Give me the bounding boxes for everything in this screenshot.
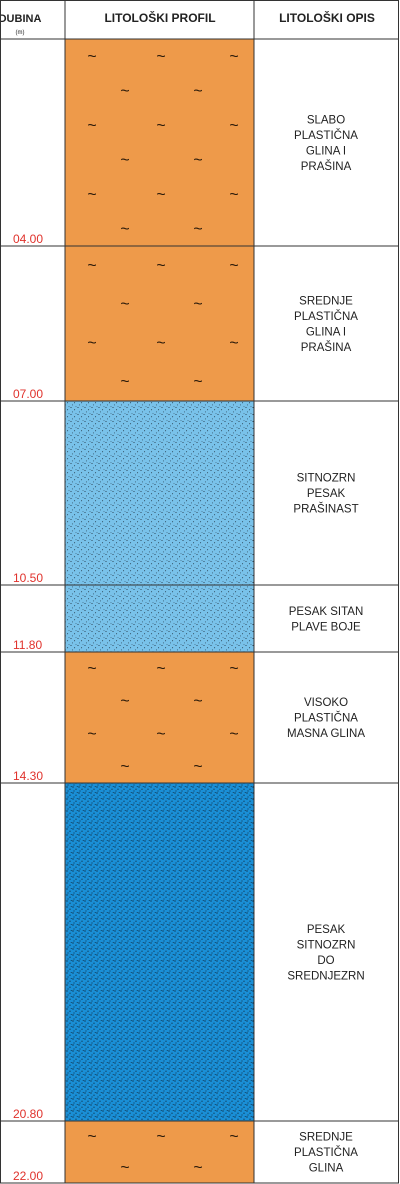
- sand-dot-pattern: [65, 783, 254, 1121]
- layer-6: 20.80 PESAK SITNOZRN DO SREDNJEZRN: [13, 783, 365, 1121]
- clay-symbol: ~: [156, 48, 165, 65]
- clay-symbol: ~: [87, 1129, 96, 1146]
- layer-7: ~ ~ ~ ~ ~22.00 SREDNJE PLASTIČNA GLINA: [13, 1121, 358, 1183]
- clay-symbol: ~: [87, 660, 96, 677]
- layer-description-line: DO: [317, 955, 334, 967]
- layer-description-line: PESAK SITAN: [289, 606, 364, 618]
- clay-symbol: ~: [120, 152, 129, 169]
- layer-3: 10.50 SITNOZRN PESAK PRAŠINAST: [13, 401, 359, 585]
- layer-description-line: SITNOZRN: [297, 939, 356, 951]
- layer-description-line: SREDNJE: [299, 295, 353, 307]
- layer-description-line: PLASTIČNA: [294, 310, 358, 323]
- clay-symbol: ~: [193, 374, 202, 391]
- depth-label: 10.50: [13, 571, 43, 585]
- layer-description-line: SITNOZRN: [297, 473, 356, 485]
- layer-fill: [65, 39, 254, 246]
- clay-symbol: ~: [193, 693, 202, 710]
- clay-symbol: ~: [229, 257, 238, 274]
- depth-label: 22.00: [13, 1169, 43, 1183]
- clay-symbol: ~: [120, 759, 129, 776]
- layer-2: ~ ~ ~ ~ ~ ~ ~ ~ ~ ~07.00 SREDNJE PLASTIČNA GLINA I PR…: [13, 246, 358, 401]
- layer-description-line: MASNA GLINA: [287, 728, 365, 740]
- layer-5: ~ ~ ~ ~ ~ ~ ~ ~ ~ ~14.30 VISOKO PLASTIČNA MASNA GLIN…: [13, 652, 365, 783]
- clay-symbol: ~: [229, 48, 238, 65]
- depth-label: 11.80: [13, 638, 42, 652]
- clay-symbol: ~: [193, 221, 202, 238]
- sand-dot-pattern: [65, 585, 254, 652]
- layer-description-line: PRAŠINA: [301, 341, 352, 354]
- layer-description-line: PLASTIČNA: [294, 712, 358, 725]
- clay-symbol: ~: [156, 660, 165, 677]
- layer-description-line: GLINA I: [306, 326, 346, 338]
- depth-label: 14.30: [13, 769, 43, 783]
- clay-symbol: ~: [156, 335, 165, 352]
- clay-symbol: ~: [229, 117, 238, 134]
- layer-description-line: PESAK: [307, 924, 346, 936]
- sand-dot-pattern: [65, 401, 254, 585]
- clay-symbol: ~: [87, 48, 96, 65]
- depth-label: 20.80: [13, 1107, 43, 1121]
- clay-symbol: ~: [193, 83, 202, 100]
- layer-description-line: PLASTIČNA: [294, 1146, 358, 1159]
- layer-1: ~ ~ ~ ~ ~ ~ ~ ~ ~ ~ ~ ~ ~ ~ ~04.00 SLABO PLASTIČNA GLINA …: [13, 39, 358, 246]
- layer-fill: [65, 652, 254, 783]
- clay-symbol: ~: [193, 152, 202, 169]
- depth-unit-label: (m): [16, 30, 25, 36]
- description-column-title: LITOLOŠKI OPIS: [279, 10, 375, 25]
- layer-description-line: PESAK: [307, 488, 346, 500]
- layer-4: 11.80 PESAK SITAN PLAVE BOJE: [13, 585, 363, 652]
- depth-label: 04.00: [13, 232, 43, 246]
- clay-symbol: ~: [229, 186, 238, 203]
- layer-description-line: GLINA: [309, 1163, 344, 1175]
- clay-symbol: ~: [229, 726, 238, 743]
- profile-column-title: LITOLOŠKI PROFIL: [104, 10, 215, 25]
- clay-symbol: ~: [120, 296, 129, 313]
- clay-symbol: ~: [156, 186, 165, 203]
- layer-description-line: VISOKO: [304, 697, 348, 709]
- clay-symbol: ~: [193, 1160, 202, 1177]
- clay-symbol: ~: [156, 1129, 165, 1146]
- clay-symbol: ~: [87, 117, 96, 134]
- clay-symbol: ~: [120, 693, 129, 710]
- clay-symbol: ~: [87, 257, 96, 274]
- depth-column-title: DUBINA: [0, 13, 41, 25]
- layer-description-line: GLINA I: [306, 145, 346, 157]
- clay-symbol: ~: [120, 1160, 129, 1177]
- clay-symbol: ~: [193, 296, 202, 313]
- clay-symbol: ~: [193, 759, 202, 776]
- layer-description-line: SREDNJEZRN: [287, 970, 364, 982]
- clay-symbol: ~: [156, 257, 165, 274]
- clay-symbol: ~: [156, 726, 165, 743]
- clay-symbol: ~: [87, 186, 96, 203]
- clay-symbol: ~: [87, 726, 96, 743]
- clay-symbol: ~: [156, 117, 165, 134]
- layer-description-line: PRAŠINAST: [293, 503, 358, 516]
- layer-fill: [65, 246, 254, 401]
- layer-description-line: SLABO: [307, 114, 345, 126]
- clay-symbol: ~: [87, 335, 96, 352]
- layer-description-line: PLAVE BOJE: [291, 621, 361, 633]
- clay-symbol: ~: [229, 335, 238, 352]
- clay-symbol: ~: [229, 660, 238, 677]
- layer-description-line: PLASTIČNA: [294, 129, 358, 142]
- layer-description-line: PRAŠINA: [301, 160, 352, 173]
- clay-symbol: ~: [120, 374, 129, 391]
- layers-group: ~ ~ ~ ~ ~ ~ ~ ~ ~ ~ ~ ~ ~ ~ ~04.00 SLABO PLASTIČNA GLINA …: [13, 39, 365, 1183]
- depth-label: 07.00: [13, 387, 43, 401]
- clay-symbol: ~: [229, 1129, 238, 1146]
- table-header: DUBINA (m) LITOLOŠKI PROFIL LITOLOŠKI OP…: [0, 10, 375, 36]
- clay-symbol: ~: [120, 83, 129, 100]
- layer-description-line: SREDNJE: [299, 1132, 353, 1144]
- layer-fill: [65, 1121, 254, 1183]
- clay-symbol: ~: [120, 221, 129, 238]
